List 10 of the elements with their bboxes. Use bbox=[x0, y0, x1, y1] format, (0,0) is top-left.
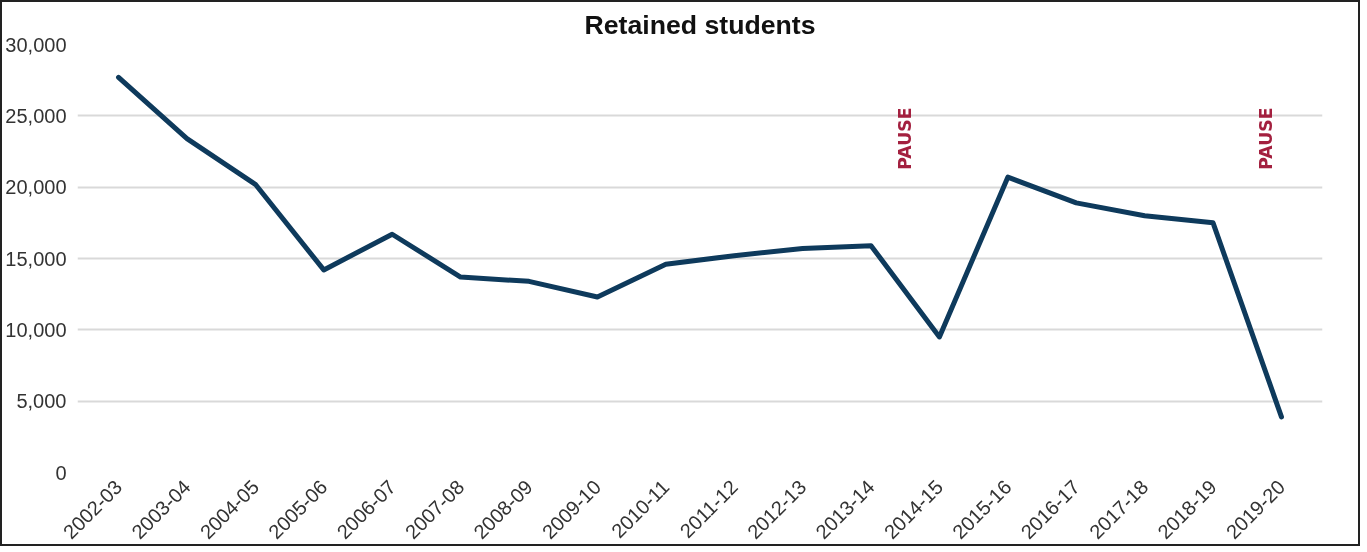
annotation: PAUSE bbox=[895, 107, 916, 170]
chart-title: Retained students bbox=[584, 9, 816, 40]
y-tick-label: 15,000 bbox=[5, 247, 67, 270]
y-tick-label: 0 bbox=[55, 461, 67, 484]
y-tick-label: 30,000 bbox=[5, 33, 67, 56]
y-tick-label: 5,000 bbox=[16, 390, 67, 413]
y-tick-label: 20,000 bbox=[5, 176, 67, 199]
annotation: PAUSE bbox=[1256, 107, 1277, 170]
y-tick-label: 10,000 bbox=[5, 318, 67, 341]
y-tick-label: 25,000 bbox=[5, 104, 67, 127]
